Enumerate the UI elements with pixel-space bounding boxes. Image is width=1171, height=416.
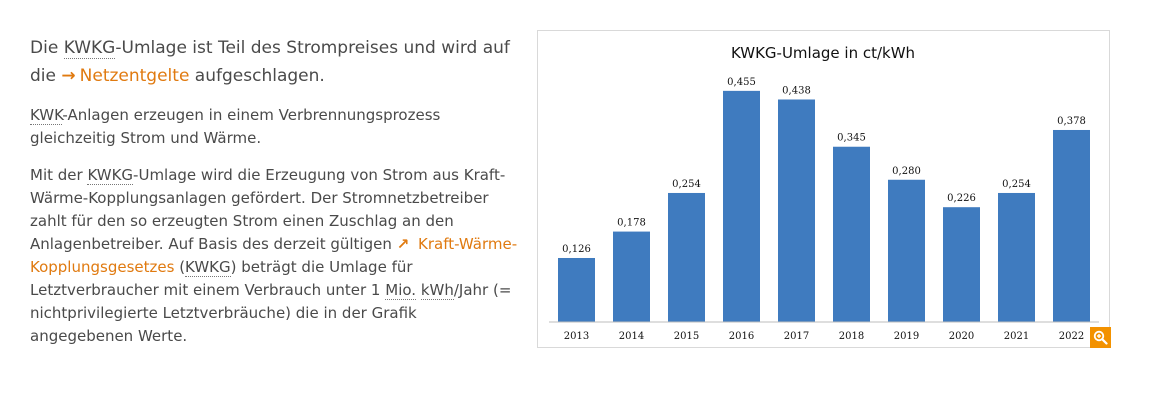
- kwk-paragraph: KWK-Anlagen erzeugen in einem Verbrennun…: [30, 104, 520, 150]
- bar-2018: [833, 146, 870, 322]
- x-tick-label-2017: 2017: [784, 331, 809, 342]
- umlage-text-6: /Jahr (= nichtprivilegierte Letztverbräu…: [30, 281, 512, 345]
- abbr-kwk[interactable]: KWK: [30, 106, 63, 125]
- article-text: Die KWKG-Umlage ist Teil des Strompreise…: [30, 34, 520, 362]
- x-tick-label-2013: 2013: [564, 331, 589, 342]
- intro-text-3: aufgeschlagen.: [189, 66, 325, 86]
- x-tick-label-2015: 2015: [674, 331, 699, 342]
- data-label-2021: 0,254: [1002, 179, 1031, 190]
- data-label-2014: 0,178: [617, 218, 646, 229]
- umlage-text-1: Mit der: [30, 166, 88, 184]
- umlage-text-3: (: [174, 258, 186, 276]
- bar-2017: [778, 99, 815, 322]
- umlage-paragraph: Mit der KWKG-Umlage wird die Erzeugung v…: [30, 164, 520, 348]
- bar-2014: [613, 231, 650, 322]
- abbr-kwkg-3[interactable]: KWKG: [185, 258, 231, 277]
- arrow-right-icon: →: [61, 66, 76, 86]
- x-tick-label-2014: 2014: [619, 331, 644, 342]
- data-label-2013: 0,126: [562, 244, 591, 255]
- arrow-external-icon: ↗: [396, 235, 410, 253]
- bar-2022: [1053, 129, 1090, 322]
- umlage-text-2: -Umlage wird die Erzeugung von Strom aus…: [30, 166, 506, 253]
- intro-text-2: -Umlage ist Teil des Strompreises und wi…: [30, 38, 510, 86]
- abbr-kwkg-2[interactable]: KWKG: [87, 166, 134, 185]
- x-tick-label-2018: 2018: [839, 331, 864, 342]
- x-tick-label-2016: 2016: [729, 331, 754, 342]
- data-label-2015: 0,254: [672, 179, 701, 190]
- bar-2020: [943, 207, 980, 322]
- x-tick-labels: 2013 2014 2015 2016 2017 2018 2019 2020 2021 2022: [564, 331, 1084, 342]
- bars-group: 0,126 0,178 0,254 0,455 0,438 0,345 0,280 0,226…: [558, 77, 1090, 322]
- umlage-text-4: ) beträgt die Umlage für Letztverbrauche…: [30, 258, 413, 299]
- bar-2019: [888, 179, 925, 322]
- link-netzentgelte[interactable]: Netzentgelte: [79, 66, 190, 86]
- chart-title: KWKG-Umlage in ct/kWh: [731, 44, 915, 62]
- x-tick-label-2021: 2021: [1004, 331, 1029, 342]
- bar-chart: KWKG-Umlage in ct/kWh 0,126 0,178 0,254 0,4…: [549, 44, 1099, 342]
- kwk-text: -Anlagen erzeugen in einem Verbrennungsp…: [30, 106, 441, 147]
- chart-container: KWKG-Umlage in ct/kWh 0,126 0,178 0,254 0,4…: [537, 30, 1110, 348]
- data-label-2018: 0,345: [837, 133, 866, 144]
- abbr-mio[interactable]: Mio.: [385, 281, 417, 300]
- data-label-2017: 0,438: [782, 85, 811, 96]
- x-tick-label-2019: 2019: [894, 331, 919, 342]
- zoom-button[interactable]: [1090, 327, 1111, 348]
- data-label-2022: 0,378: [1057, 116, 1086, 127]
- intro-text-1: Die: [30, 38, 64, 58]
- link-kwkg-gesetz[interactable]: Kraft-Wärme-Kopplungsgesetzes: [30, 235, 518, 276]
- zoom-in-icon: [1093, 330, 1108, 345]
- abbr-kwh[interactable]: kWh: [420, 281, 454, 300]
- data-label-2019: 0,280: [892, 166, 921, 177]
- bar-2013: [558, 257, 595, 322]
- bar-2016: [723, 90, 760, 322]
- bar-2021: [998, 192, 1035, 322]
- data-label-2016: 0,455: [727, 77, 756, 88]
- x-tick-label-2020: 2020: [949, 331, 974, 342]
- bar-2015: [668, 192, 705, 322]
- data-label-2020: 0,226: [947, 193, 976, 204]
- abbr-kwkg[interactable]: KWKG: [63, 38, 116, 59]
- x-tick-label-2022: 2022: [1059, 331, 1084, 342]
- intro-paragraph: Die KWKG-Umlage ist Teil des Strompreise…: [30, 34, 520, 90]
